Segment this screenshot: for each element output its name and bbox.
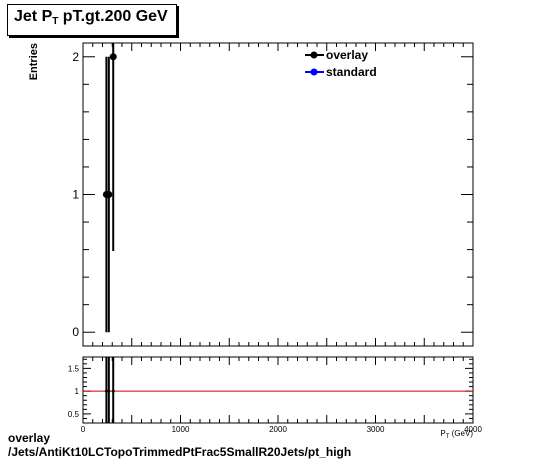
- ratio-xtick-label: 0: [81, 425, 86, 434]
- data-point-overlay: [105, 191, 113, 198]
- ratio-xtick-label: 1000: [172, 425, 190, 434]
- main-ytick-label: 0: [72, 325, 79, 339]
- legend-marker-overlay: [310, 51, 318, 59]
- data-point-overlay: [109, 53, 117, 61]
- ratio-point: [107, 389, 111, 393]
- ratio-ytick-label: 1.5: [68, 364, 80, 373]
- main-ytick-label: 2: [72, 50, 79, 64]
- ratio-plot-frame: [82, 356, 474, 424]
- ratio-xtick-label: 2000: [269, 425, 287, 434]
- main-ytick-label: 1: [72, 188, 79, 202]
- legend-label-standard: standard: [326, 65, 377, 79]
- footer-label: overlay: [8, 431, 51, 445]
- main-plot-frame: [82, 42, 474, 347]
- legend-marker-standard: [310, 68, 318, 76]
- footer-path: /Jets/AntiKt10LCTopoTrimmedPtFrac5SmallR…: [8, 445, 352, 459]
- legend-label-overlay: overlay: [326, 48, 368, 62]
- chart-title: Jet PT pT.gt.200 GeV: [7, 4, 177, 36]
- ratio-xtick-label: 3000: [367, 425, 385, 434]
- ratio-xtick-label: 4000: [464, 425, 482, 434]
- x-axis-label: PT (GeV): [440, 429, 473, 440]
- ratio-point: [111, 389, 115, 393]
- ratio-point: [104, 389, 108, 393]
- y-axis-label: Entries: [28, 43, 40, 80]
- ratio-ytick-label: 1: [75, 387, 80, 396]
- ratio-ytick-label: 0.5: [68, 410, 80, 419]
